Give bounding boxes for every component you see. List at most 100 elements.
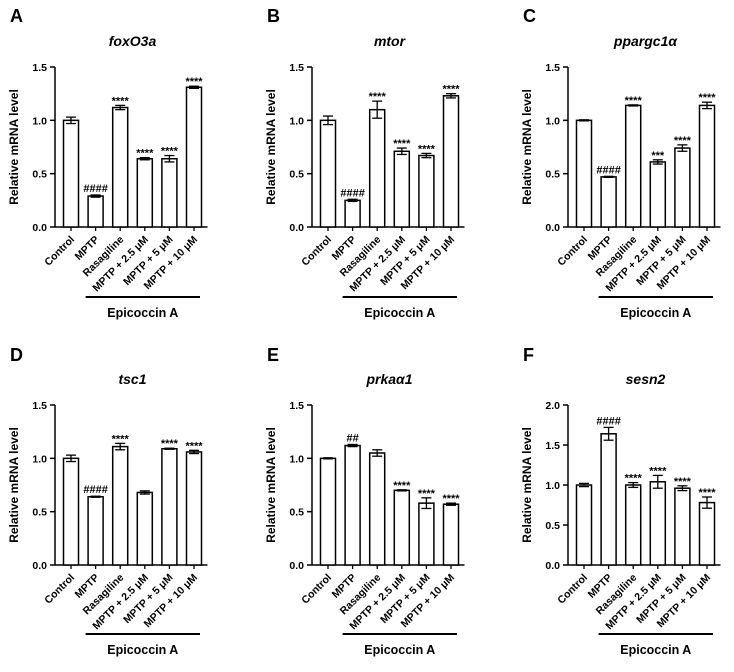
bar — [575, 484, 593, 566]
category-label: Control — [555, 234, 590, 269]
y-axis-label: Relative mRNA level — [520, 89, 534, 205]
bar — [624, 484, 642, 566]
y-tick-label: 0.5 — [32, 507, 47, 519]
bar — [111, 445, 129, 566]
panel-letter: E — [267, 345, 279, 365]
panel-letter: D — [10, 345, 23, 365]
y-tick-label: 1.0 — [289, 453, 304, 465]
panel-letter: B — [267, 6, 280, 26]
bar — [136, 491, 154, 566]
y-tick-label: 1.0 — [32, 115, 47, 127]
y-tick-label: 1.0 — [289, 115, 304, 127]
panel-title: sesn2 — [626, 371, 666, 387]
group-label: Epicoccin A — [620, 306, 691, 320]
bar — [319, 457, 337, 566]
bar — [575, 119, 593, 228]
significance-label: **** — [393, 480, 411, 492]
group-label: Epicoccin A — [107, 643, 178, 657]
bar — [674, 147, 691, 228]
significance-label: **** — [442, 84, 460, 96]
y-tick-label: 1.0 — [545, 115, 560, 127]
bar — [368, 108, 386, 228]
category-label: Control — [555, 572, 590, 607]
significance-label: **** — [161, 146, 179, 158]
bar — [161, 447, 178, 566]
panel-title: tsc1 — [118, 371, 146, 387]
y-tick-label: 1.0 — [545, 480, 560, 492]
significance-label: **** — [112, 95, 130, 107]
bar — [649, 481, 667, 566]
bar — [111, 106, 129, 228]
significance-label: **** — [674, 135, 692, 147]
category-label: Control — [299, 572, 334, 607]
panel-title: foxO3a — [109, 33, 157, 49]
y-tick-label: 0.5 — [545, 520, 560, 532]
significance-label: **** — [136, 148, 154, 160]
significance-label: **** — [674, 476, 692, 488]
bar — [62, 119, 80, 228]
significance-label: **** — [442, 493, 460, 505]
significance-label: #### — [596, 164, 620, 176]
bar — [698, 501, 716, 566]
panel-letter: A — [10, 6, 23, 26]
y-axis-label: Relative mRNA level — [264, 89, 278, 205]
y-tick-label: 1.5 — [289, 400, 304, 412]
bar — [185, 451, 203, 566]
bar — [600, 433, 617, 566]
y-axis-label: Relative mRNA level — [520, 427, 534, 543]
y-tick-label: 2.0 — [545, 400, 560, 412]
y-tick-label: 0.0 — [289, 222, 304, 234]
bar — [393, 150, 411, 228]
y-axis-label: Relative mRNA level — [7, 89, 21, 205]
panel-title: mtor — [374, 33, 407, 49]
y-tick-label: 1.0 — [32, 453, 47, 465]
category-label: Control — [299, 234, 334, 269]
category-label: Control — [42, 572, 77, 607]
y-tick-label: 0.0 — [289, 560, 304, 572]
bar — [87, 195, 104, 228]
significance-label: *** — [651, 150, 665, 162]
y-tick-label: 0.5 — [289, 169, 304, 181]
significance-label: **** — [625, 473, 643, 485]
y-tick-label: 0.0 — [545, 560, 560, 572]
bar — [418, 502, 435, 566]
significance-label: **** — [161, 438, 179, 450]
group-label: Epicoccin A — [364, 643, 435, 657]
significance-label: **** — [112, 433, 130, 445]
bar — [344, 199, 361, 228]
bar — [442, 95, 460, 228]
significance-label: **** — [418, 488, 436, 500]
category-label: Control — [42, 234, 77, 269]
y-tick-label: 1.5 — [32, 400, 47, 412]
significance-label: **** — [185, 76, 203, 88]
y-axis-label: Relative mRNA level — [264, 427, 278, 543]
bar — [698, 104, 716, 228]
y-tick-label: 0.0 — [32, 222, 47, 234]
y-tick-label: 1.5 — [289, 62, 304, 74]
significance-label: **** — [625, 95, 643, 107]
significance-label: #### — [83, 183, 107, 195]
y-tick-label: 0.0 — [545, 222, 560, 234]
y-tick-label: 1.5 — [545, 62, 560, 74]
bar — [319, 119, 337, 228]
panel-letter: C — [523, 6, 536, 26]
y-tick-label: 1.5 — [545, 440, 560, 452]
significance-label: **** — [698, 92, 716, 104]
significance-label: **** — [698, 487, 716, 499]
bar — [185, 86, 203, 228]
y-tick-label: 1.5 — [32, 62, 47, 74]
bar — [600, 176, 617, 228]
bar — [418, 154, 435, 228]
significance-label: **** — [418, 143, 436, 155]
bar — [393, 489, 411, 566]
bar — [62, 457, 80, 566]
bar — [136, 157, 154, 228]
significance-label: #### — [596, 415, 620, 427]
bar — [87, 495, 104, 566]
significance-label: #### — [340, 187, 364, 199]
